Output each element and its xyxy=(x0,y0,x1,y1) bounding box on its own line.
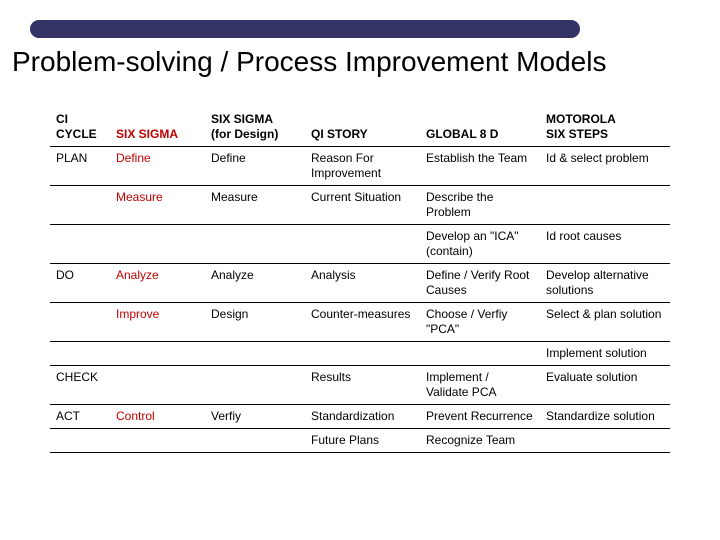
table-cell xyxy=(420,342,540,366)
table-cell: Control xyxy=(110,405,205,429)
table-cell: CHECK xyxy=(50,366,110,405)
title-bar xyxy=(30,20,580,38)
table-row: Future PlansRecognize Team xyxy=(50,429,670,453)
table-cell: Prevent Recurrence xyxy=(420,405,540,429)
table-cell: Improve xyxy=(110,303,205,342)
table-cell xyxy=(110,225,205,264)
table-row: PLANDefineDefineReason For ImprovementEs… xyxy=(50,147,670,186)
table-cell xyxy=(205,366,305,405)
table-cell: Develop an "ICA" (contain) xyxy=(420,225,540,264)
table-row: Implement solution xyxy=(50,342,670,366)
table-cell: Measure xyxy=(110,186,205,225)
table-cell: Define xyxy=(205,147,305,186)
table-cell: Select & plan solution xyxy=(540,303,670,342)
table-cell: DO xyxy=(50,264,110,303)
table-cell xyxy=(110,342,205,366)
table-row: MeasureMeasureCurrent SituationDescribe … xyxy=(50,186,670,225)
table-cell: Measure xyxy=(205,186,305,225)
column-header-line2: CYCLE xyxy=(56,127,104,142)
column-header-line2: GLOBAL 8 D xyxy=(426,127,534,142)
table-cell: Choose / Verfiy "PCA" xyxy=(420,303,540,342)
table-cell: Analyze xyxy=(110,264,205,303)
column-header-line2: (for Design) xyxy=(211,127,299,142)
table-cell xyxy=(205,225,305,264)
table-cell: Design xyxy=(205,303,305,342)
table-cell xyxy=(305,342,420,366)
table-cell: Current Situation xyxy=(305,186,420,225)
column-header: SIX SIGMA(for Design) xyxy=(205,108,305,147)
table-cell: Verfiy xyxy=(205,405,305,429)
table-cell xyxy=(50,342,110,366)
table-cell: Define xyxy=(110,147,205,186)
column-header-line2: QI STORY xyxy=(311,127,414,142)
column-header-line2: SIX STEPS xyxy=(546,127,664,142)
column-header-line1: MOTOROLA xyxy=(546,112,664,127)
page-title: Problem-solving / Process Improvement Mo… xyxy=(12,46,606,78)
table-cell: Evaluate solution xyxy=(540,366,670,405)
table-row: ImproveDesignCounter-measuresChoose / Ve… xyxy=(50,303,670,342)
table-cell xyxy=(110,429,205,453)
column-header-line1 xyxy=(116,112,199,127)
table-cell xyxy=(205,342,305,366)
table: CICYCLE SIX SIGMASIX SIGMA(for Design) Q… xyxy=(50,108,670,453)
column-header: GLOBAL 8 D xyxy=(420,108,540,147)
column-header-line1: CI xyxy=(56,112,104,127)
table-row: CHECK ResultsImplement / Validate PCAEva… xyxy=(50,366,670,405)
column-header-line1 xyxy=(426,112,534,127)
column-header-line1 xyxy=(311,112,414,127)
table-cell: Analysis xyxy=(305,264,420,303)
table-cell xyxy=(305,225,420,264)
table-cell: Future Plans xyxy=(305,429,420,453)
table-cell xyxy=(205,429,305,453)
table-cell: Recognize Team xyxy=(420,429,540,453)
column-header-line1: SIX SIGMA xyxy=(211,112,299,127)
table-cell xyxy=(540,429,670,453)
table-cell: ACT xyxy=(50,405,110,429)
table-cell: Reason For Improvement xyxy=(305,147,420,186)
table-cell: Implement solution xyxy=(540,342,670,366)
column-header: MOTOROLASIX STEPS xyxy=(540,108,670,147)
table-cell: Analyze xyxy=(205,264,305,303)
table-cell: PLAN xyxy=(50,147,110,186)
table-cell: Develop alternative solutions xyxy=(540,264,670,303)
table-cell: Establish the Team xyxy=(420,147,540,186)
table-row: Develop an "ICA" (contain)Id root causes xyxy=(50,225,670,264)
table-cell: Standardization xyxy=(305,405,420,429)
table-cell: Implement / Validate PCA xyxy=(420,366,540,405)
table-cell: Counter-measures xyxy=(305,303,420,342)
table-cell xyxy=(50,303,110,342)
table-cell: Standardize solution xyxy=(540,405,670,429)
table-header: CICYCLE SIX SIGMASIX SIGMA(for Design) Q… xyxy=(50,108,670,147)
table-cell xyxy=(110,366,205,405)
column-header: CICYCLE xyxy=(50,108,110,147)
table-row: ACTControlVerfiyStandardizationPrevent R… xyxy=(50,405,670,429)
column-header-line2: SIX SIGMA xyxy=(116,127,199,142)
slide: Problem-solving / Process Improvement Mo… xyxy=(0,0,720,540)
table-cell: Id root causes xyxy=(540,225,670,264)
comparison-table: CICYCLE SIX SIGMASIX SIGMA(for Design) Q… xyxy=(50,108,670,453)
table-cell: Describe the Problem xyxy=(420,186,540,225)
column-header: QI STORY xyxy=(305,108,420,147)
table-row: DOAnalyzeAnalyzeAnalysisDefine / Verify … xyxy=(50,264,670,303)
table-cell xyxy=(540,186,670,225)
table-body: PLANDefineDefineReason For ImprovementEs… xyxy=(50,147,670,453)
table-cell xyxy=(50,225,110,264)
table-cell xyxy=(50,186,110,225)
table-cell: Define / Verify Root Causes xyxy=(420,264,540,303)
column-header: SIX SIGMA xyxy=(110,108,205,147)
table-cell xyxy=(50,429,110,453)
table-cell: Id & select problem xyxy=(540,147,670,186)
table-cell: Results xyxy=(305,366,420,405)
